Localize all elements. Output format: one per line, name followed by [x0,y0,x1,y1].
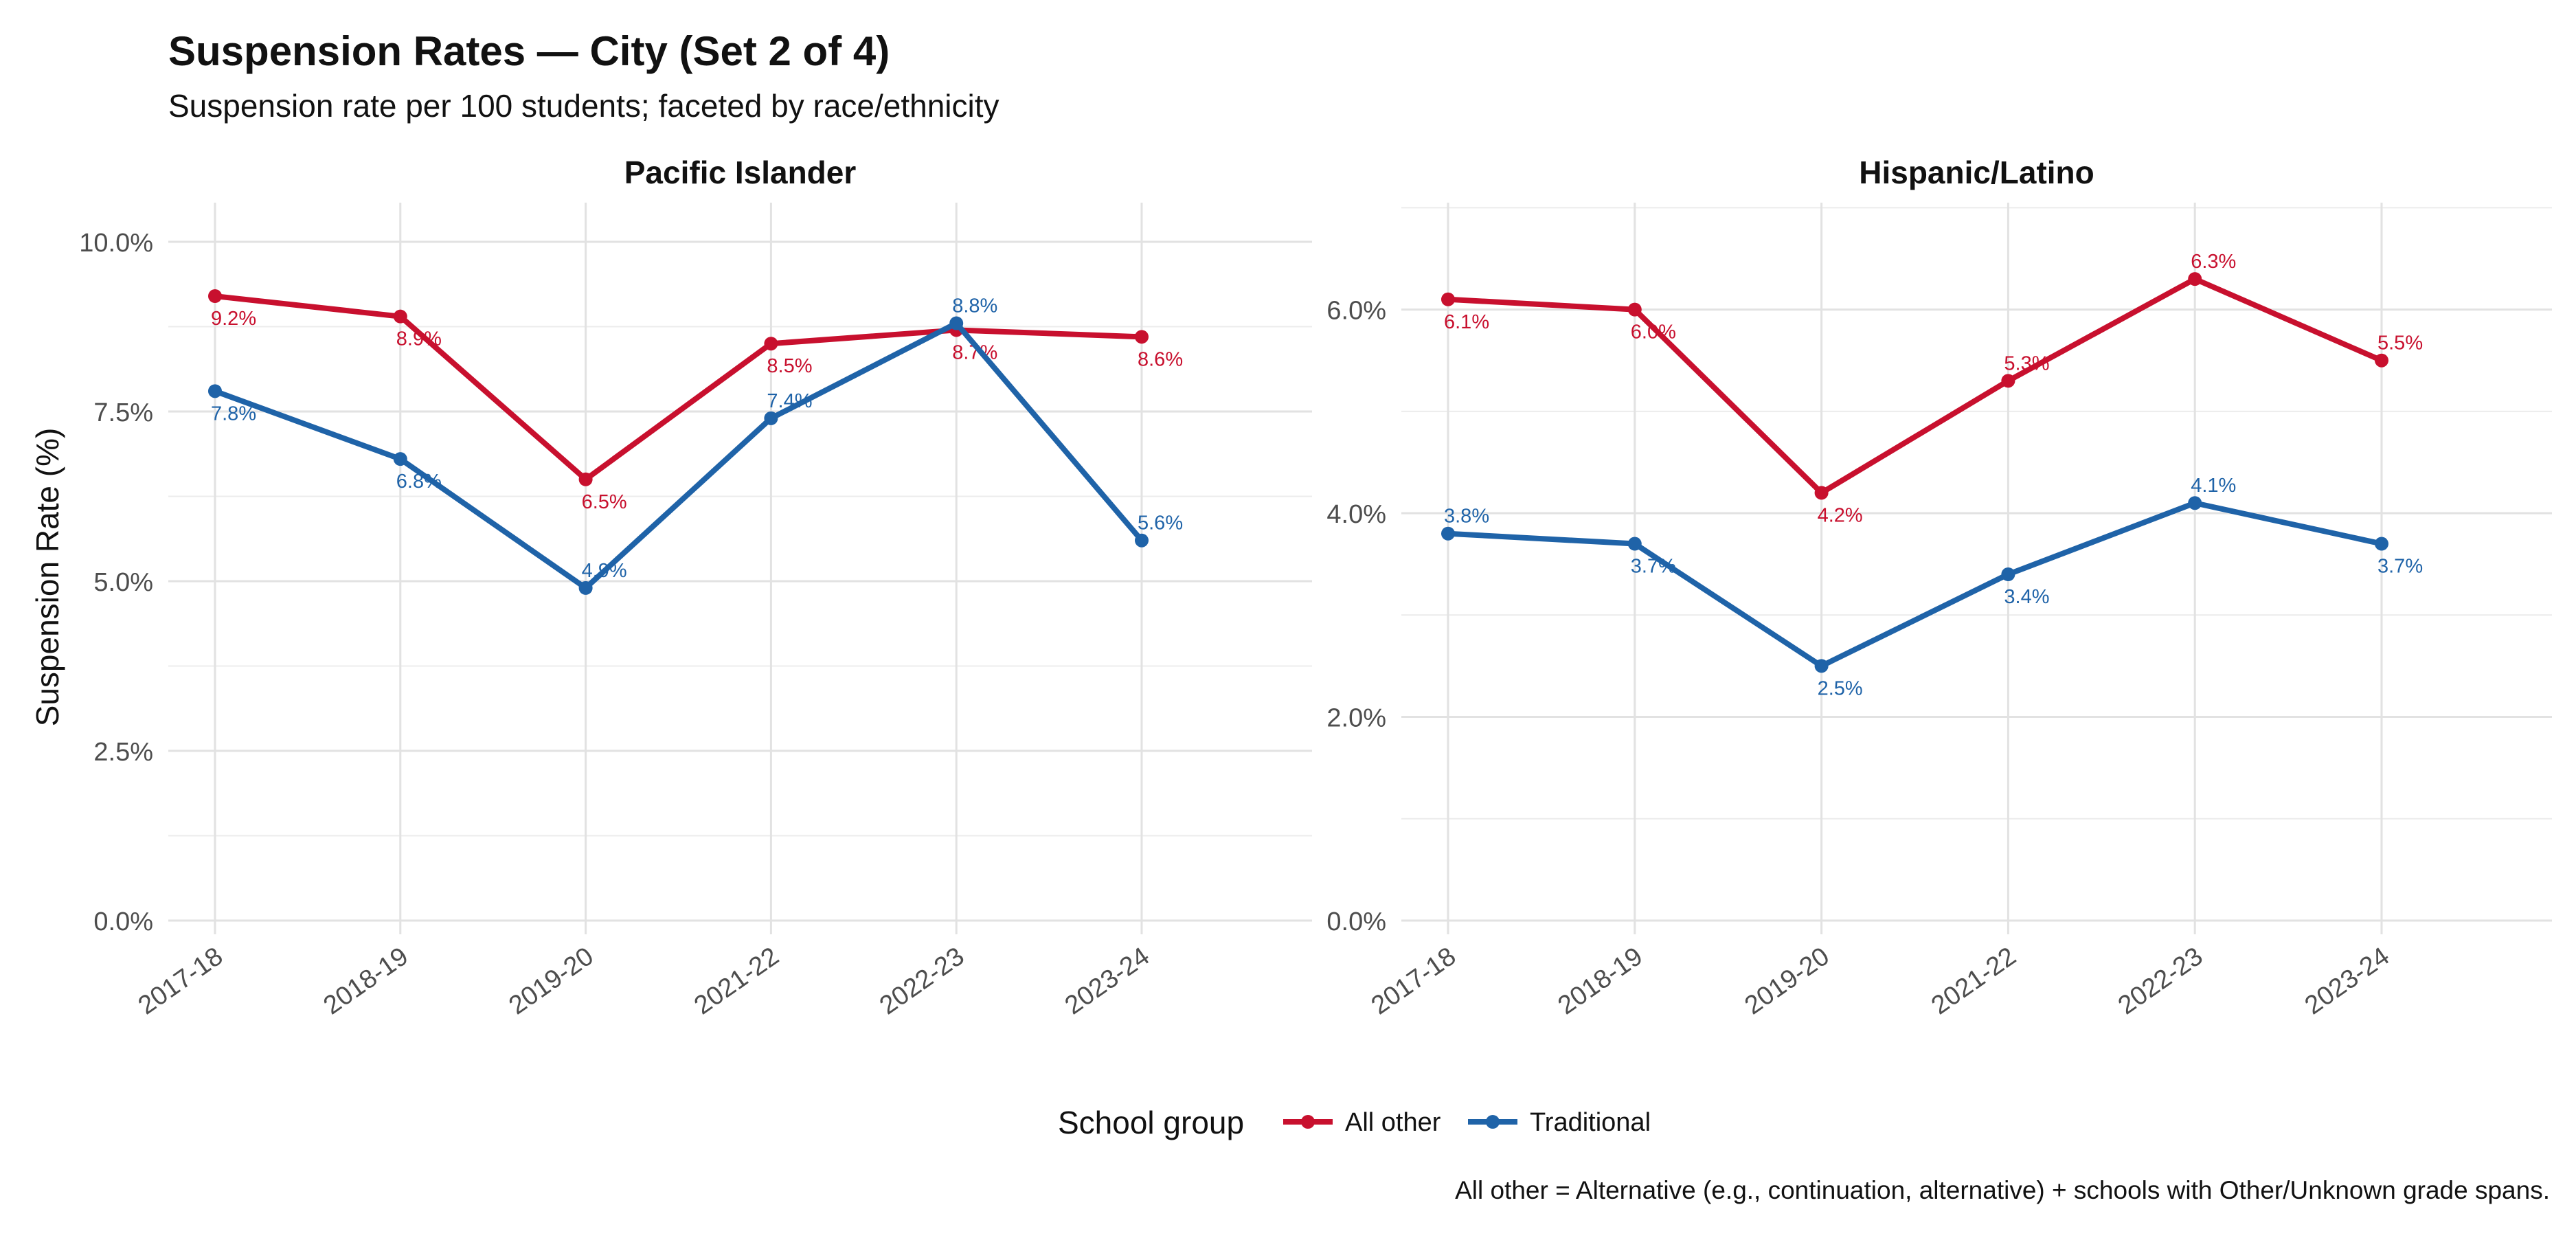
y-tick-label: 2.0% [1326,704,1386,733]
y-tick-label: 0.0% [93,908,153,936]
data-label-all-other: 5.3% [2004,352,2049,374]
data-label-traditional: 2.5% [1818,677,1863,699]
data-label-traditional: 8.8% [952,295,997,317]
x-tick-label: 2019-20 [1739,942,1834,1020]
legend-label-traditional: Traditional [1530,1108,1651,1137]
data-label-traditional: 7.4% [767,390,812,412]
y-tick-label: 0.0% [1326,908,1386,936]
series-line-traditional [1445,500,2384,669]
data-point-traditional [1135,533,1149,548]
data-point-traditional [1814,659,1829,673]
chart-subtitle: Suspension rate per 100 students; facete… [168,88,999,124]
y-tick-label: 10.0% [79,229,153,258]
y-tick-label: 7.5% [93,398,153,427]
data-label-all-other: 4.2% [1818,504,1863,526]
x-tick-label: 2017-18 [1366,942,1461,1020]
data-label-all-other: 5.5% [2377,332,2423,354]
y-tick-label: 6.0% [1326,297,1386,326]
data-point-traditional [2001,567,2015,581]
x-tick-label: 2017-18 [133,942,228,1020]
data-point-all-other [2375,353,2388,368]
series-line-all-other [1445,276,2384,496]
x-tick-label: 2023-24 [2300,942,2395,1020]
y-axis-label: Suspension Rate (%) [30,428,65,727]
data-point-all-other [1441,292,1455,306]
data-point-all-other [2188,272,2202,286]
series-line-all-other [212,293,1144,482]
data-label-traditional: 3.7% [2377,556,2423,578]
y-tick-label: 4.0% [1326,500,1386,529]
legend-label-all-other: All other [1345,1108,1441,1137]
y-tick-label: 2.5% [93,738,153,767]
legend-key-point-traditional [1486,1115,1500,1129]
data-point-all-other [578,472,593,486]
data-label-all-other: 6.0% [1631,322,1676,343]
chart-title: Suspension Rates — City (Set 2 of 4) [168,28,890,74]
data-label-traditional: 3.4% [2004,586,2049,608]
data-label-all-other: 6.1% [1444,311,1489,333]
data-point-all-other [764,337,778,351]
data-label-traditional: 6.8% [396,471,442,493]
data-label-traditional: 4.1% [2191,475,2236,497]
data-point-all-other [208,289,222,304]
data-label-all-other: 8.6% [1138,348,1183,370]
data-label-traditional: 3.8% [1444,506,1489,528]
x-tick-label: 2022-23 [874,942,969,1020]
facet-title-pacific-islander: Pacific Islander [624,155,857,190]
data-label-all-other: 6.3% [2191,251,2236,273]
data-label-all-other: 8.9% [396,328,442,350]
data-point-traditional [764,411,778,425]
data-point-traditional [393,452,407,466]
facet-panel-hispanic-latino: Hispanic/Latino 0.0% 2.0% 4.0% 6.0% 2017-18 20… [1326,155,2552,1020]
data-point-all-other [393,309,407,324]
data-point-traditional [578,580,593,595]
data-label-traditional: 7.8% [211,403,256,425]
facet-title-hispanic-latino: Hispanic/Latino [1859,155,2094,190]
data-point-traditional [949,316,964,330]
data-point-all-other [1135,330,1149,344]
x-tick-label: 2021-22 [1926,942,2021,1020]
data-label-all-other: 8.5% [767,355,812,377]
data-point-all-other [1814,486,1829,500]
facet-panel-pacific-islander: Pacific Islander 0.0% 2.5% 5.0% 7.5% 10.0% 201… [79,155,1312,1020]
series-line-traditional [212,320,1144,591]
chart-caption: All other = Alternative (e.g., continuat… [1455,1176,2550,1204]
x-tick-label: 2018-19 [319,942,414,1020]
x-tick-label: 2021-22 [689,942,784,1020]
data-point-traditional [2375,537,2388,551]
data-point-all-other [1627,302,1642,317]
data-label-traditional: 5.6% [1138,512,1183,534]
data-label-all-other: 6.5% [582,491,627,513]
data-label-traditional: 4.9% [582,560,627,582]
data-point-traditional [208,384,222,398]
data-label-traditional: 3.7% [1631,556,1676,578]
legend-title: School group [1058,1105,1244,1140]
x-tick-label: 2019-20 [504,942,598,1020]
x-tick-label: 2018-19 [1553,942,1648,1020]
legend [1283,1115,1517,1129]
data-point-traditional [2188,496,2202,510]
x-tick-label: 2023-24 [1060,942,1155,1020]
legend-key-point-all-other [1301,1115,1315,1129]
data-point-traditional [1441,526,1455,541]
data-point-traditional [1627,537,1642,551]
data-point-all-other [2001,374,2015,388]
data-label-all-other: 9.2% [211,308,256,330]
y-tick-label: 5.0% [93,568,153,597]
x-tick-label: 2022-23 [2113,942,2208,1020]
